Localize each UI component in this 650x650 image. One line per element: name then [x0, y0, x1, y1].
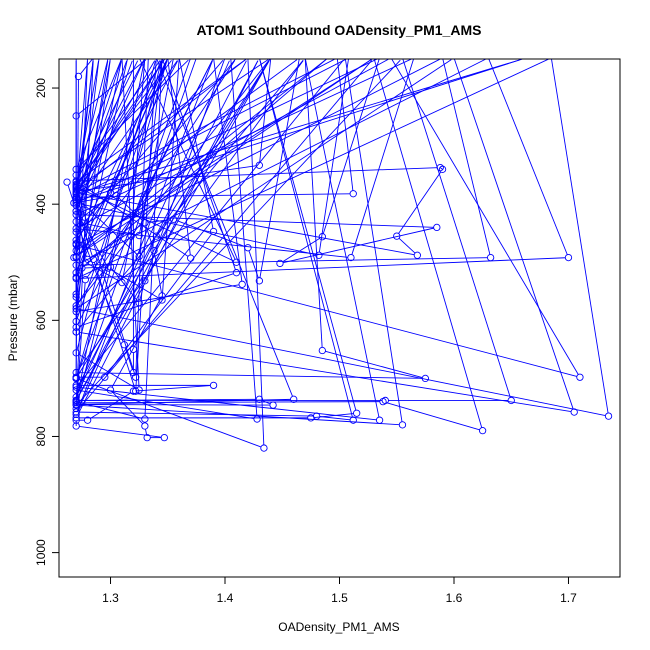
y-tick-label: 800 [34, 426, 48, 446]
x-tick-label: 1.3 [102, 591, 119, 605]
x-tick-label: 1.7 [560, 591, 577, 605]
chart-title: ATOM1 Southbound OADensity_PM1_AMS [197, 22, 482, 38]
y-tick-label: 600 [34, 310, 48, 330]
y-axis-label: Pressure (mbar) [6, 275, 20, 362]
x-tick-label: 1.5 [331, 591, 348, 605]
x-tick-label: 1.6 [446, 591, 463, 605]
x-tick-label: 1.4 [217, 591, 234, 605]
x-axis-label: OADensity_PM1_AMS [278, 620, 399, 634]
y-tick-label: 1000 [34, 539, 48, 566]
y-tick-label: 200 [34, 78, 48, 98]
y-tick-label: 400 [34, 194, 48, 214]
